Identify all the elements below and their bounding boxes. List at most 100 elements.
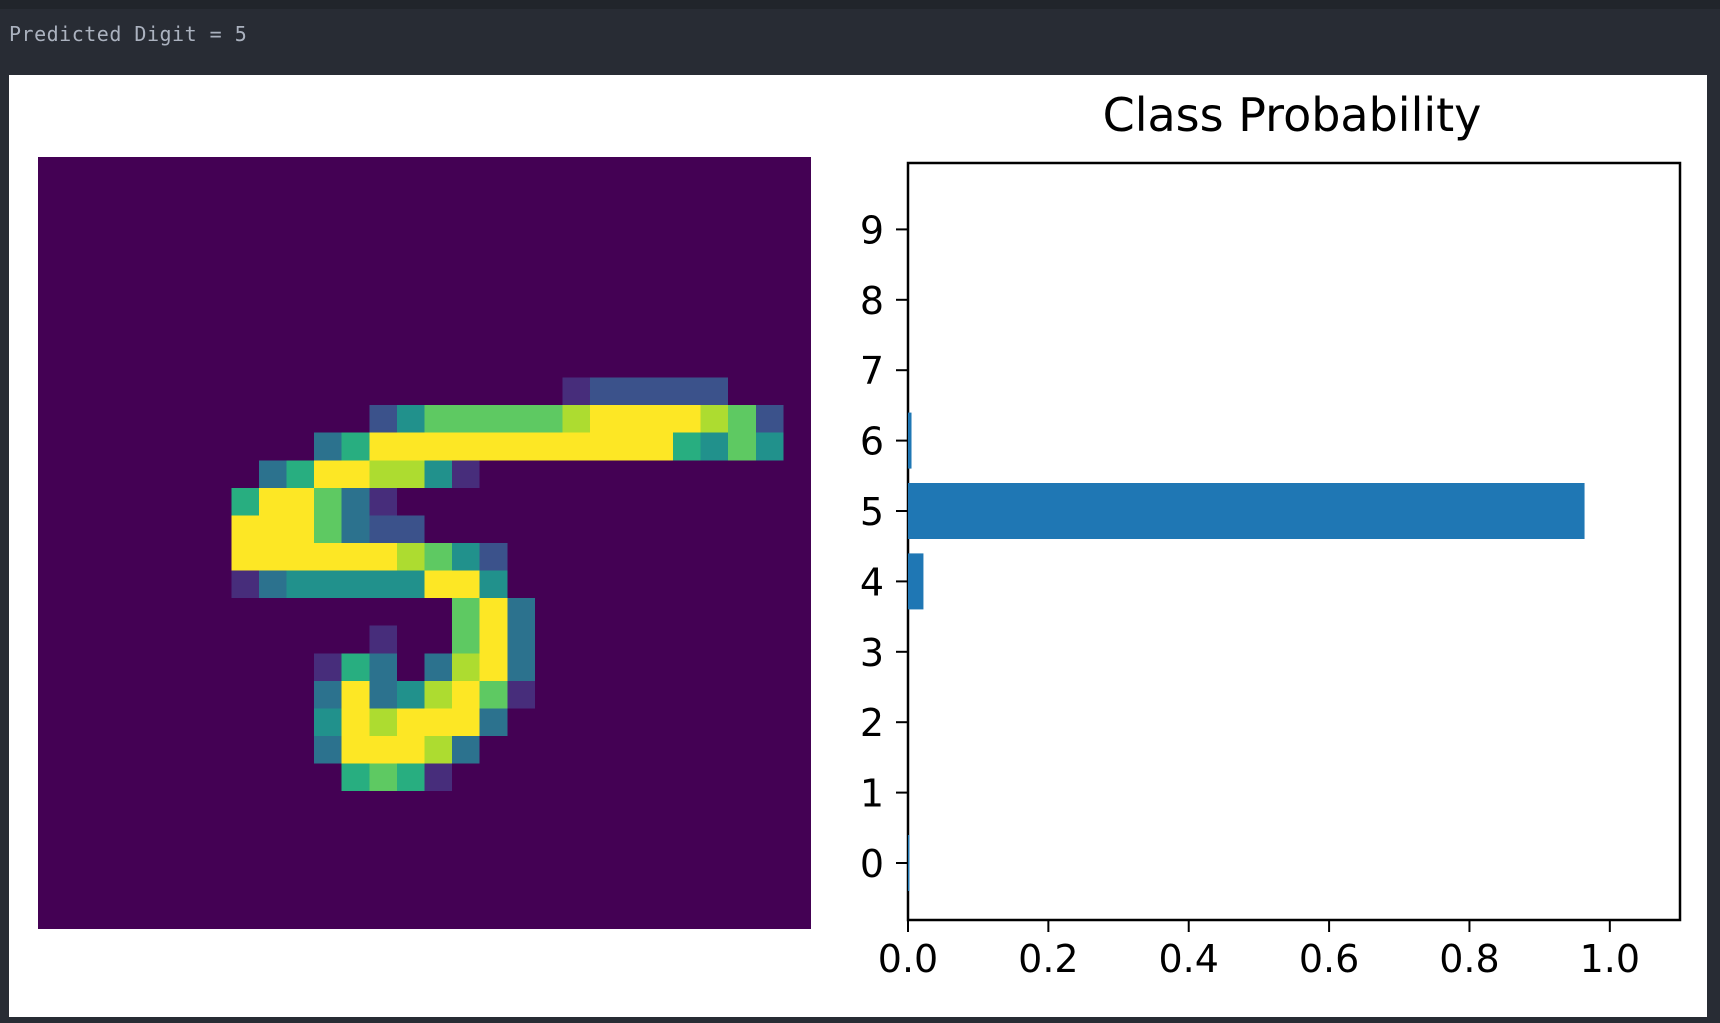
digit-pixel — [452, 598, 480, 626]
bar-6 — [908, 412, 912, 469]
digit-pixel — [258, 515, 287, 543]
digit-pixel — [424, 763, 453, 792]
digit-pixel — [369, 543, 397, 571]
digit-pixel — [479, 625, 508, 654]
digit-pixel — [700, 377, 729, 406]
digit-pixel — [479, 708, 508, 736]
digit-pixel — [396, 570, 425, 599]
digit-pixel — [396, 543, 425, 571]
cell-output-text: Predicted Digit = 5 — [9, 22, 248, 46]
digit-pixel — [314, 460, 342, 488]
digit-pixel — [507, 625, 535, 654]
digit-pixel — [562, 377, 591, 406]
digit-pixel — [396, 405, 425, 433]
digit-pixel — [424, 570, 453, 599]
digit-pixel — [452, 625, 480, 654]
digit-pixel — [396, 432, 425, 461]
bar-0 — [908, 835, 910, 891]
digit-pixel — [728, 432, 756, 461]
digit-pixel — [369, 515, 397, 543]
digit-pixel — [369, 708, 397, 736]
digit-pixel — [258, 570, 287, 599]
digit-pixel — [452, 653, 480, 681]
digit-pixel — [314, 680, 342, 709]
digit-pixel — [424, 543, 453, 571]
digit-pixel — [479, 432, 508, 461]
digit-pixel — [369, 680, 397, 709]
digit-pixel — [479, 653, 508, 681]
digit-pixel — [452, 460, 480, 488]
digit-pixel — [562, 432, 591, 461]
x-tick-label: 0.4 — [1159, 937, 1219, 981]
class-probability-chart: Class Probability 0 1 2 3 4 5 6 7 8 9 0.0 0.2 0.4 0.6… — [860, 88, 1682, 981]
top-bar — [0, 0, 1720, 9]
digit-pixel — [258, 543, 287, 571]
y-tick-label: 3 — [860, 631, 884, 675]
x-tick-label: 0.6 — [1299, 937, 1359, 981]
y-tick-label: 4 — [860, 560, 884, 604]
digit-pixel — [645, 377, 673, 406]
digit-pixel — [396, 763, 425, 792]
digit-pixel — [755, 432, 784, 461]
digit-pixel — [479, 570, 508, 599]
digit-pixel — [341, 515, 370, 543]
digit-pixel — [258, 460, 287, 488]
digit-pixel — [590, 377, 618, 406]
digit-pixel — [452, 570, 480, 599]
digit-pixel — [286, 515, 315, 543]
bar-4 — [908, 553, 924, 610]
digit-pixel — [672, 405, 701, 433]
digit-pixel — [617, 405, 646, 433]
digit-pixel — [396, 680, 425, 709]
digit-pixel — [452, 432, 480, 461]
digit-pixel — [562, 405, 591, 433]
digit-pixel — [341, 763, 370, 792]
bar-5 — [908, 483, 1585, 539]
digit-pixel — [479, 405, 508, 433]
digit-pixel — [369, 653, 397, 681]
digit-pixel — [286, 543, 315, 571]
digit-pixel — [314, 487, 342, 516]
digit-pixel — [314, 653, 342, 681]
digit-pixel — [424, 736, 453, 764]
digit-pixel — [341, 653, 370, 681]
digit-pixel — [396, 515, 425, 543]
digit-pixel — [369, 736, 397, 764]
digit-pixel — [369, 487, 397, 516]
digit-pixel — [314, 736, 342, 764]
digit-pixel — [534, 405, 563, 433]
digit-pixel — [231, 515, 259, 543]
digit-pixel — [700, 432, 729, 461]
digit-pixel — [424, 653, 453, 681]
digit-pixel — [507, 598, 535, 626]
digit-pixel — [286, 487, 315, 516]
digit-pixel — [369, 763, 397, 792]
digit-pixel — [231, 543, 259, 571]
digit-pixel — [452, 405, 480, 433]
y-tick-label: 6 — [860, 420, 884, 464]
digit-pixel — [341, 708, 370, 736]
digit-pixel — [590, 405, 618, 433]
chart-title: Class Probability — [1103, 88, 1482, 142]
y-tick-label: 7 — [860, 349, 884, 393]
x-tick-label: 1.0 — [1580, 937, 1640, 981]
digit-pixel — [645, 432, 673, 461]
digit-pixel — [341, 460, 370, 488]
digit-pixel — [700, 405, 729, 433]
digit-pixel — [452, 736, 480, 764]
digit-pixel — [314, 432, 342, 461]
digit-pixel — [507, 653, 535, 681]
digit-pixel — [314, 570, 342, 599]
y-tick-label: 8 — [860, 279, 884, 323]
digit-pixel — [314, 515, 342, 543]
digit-pixel — [424, 432, 453, 461]
digit-pixel — [341, 570, 370, 599]
digit-pixel — [728, 405, 756, 433]
digit-pixel — [396, 736, 425, 764]
digit-image — [38, 157, 811, 929]
digit-pixel — [590, 432, 618, 461]
digit-pixel — [645, 405, 673, 433]
x-tick-label: 0.0 — [878, 937, 938, 981]
y-tick-label: 2 — [860, 701, 884, 745]
x-tick-label: 0.2 — [1018, 937, 1078, 981]
